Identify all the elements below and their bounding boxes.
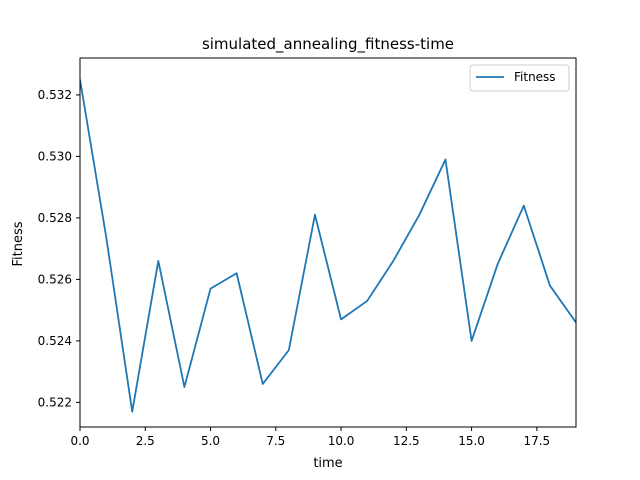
legend: Fitness — [469, 64, 570, 92]
plot-area: 0.0 2.5 5.0 7.5 10.0 12.5 15.0 17.5 0.522 0.524 0.… — [38, 57, 577, 448]
x-tick-label: 2.5 — [136, 434, 155, 448]
x-tick-label: 0.0 — [70, 434, 89, 448]
x-tick-label: 10.0 — [328, 434, 355, 448]
chart-title: simulated_annealing_fitness-time — [202, 35, 454, 54]
x-tick-label: 5.0 — [201, 434, 220, 448]
x-tick-label: 15.0 — [458, 434, 485, 448]
y-tick-label: 0.522 — [38, 395, 72, 409]
axes-frame — [79, 57, 577, 428]
y-tick-label: 0.524 — [38, 334, 72, 348]
legend-label-fitness: Fitness — [514, 70, 556, 84]
legend-box — [469, 64, 570, 92]
x-tick-label: 12.5 — [393, 434, 420, 448]
y-tick-label: 0.528 — [38, 211, 72, 225]
x-tick-label: 17.5 — [523, 434, 550, 448]
x-axis-label: time — [313, 456, 342, 471]
y-tick-label: 0.526 — [38, 272, 72, 286]
x-tick-label: 7.5 — [266, 434, 285, 448]
y-tick-label: 0.530 — [38, 149, 72, 163]
series-line-fitness — [80, 79, 576, 413]
y-tick-label: 0.532 — [38, 88, 72, 102]
y-axis-label: Fitness — [11, 221, 26, 266]
